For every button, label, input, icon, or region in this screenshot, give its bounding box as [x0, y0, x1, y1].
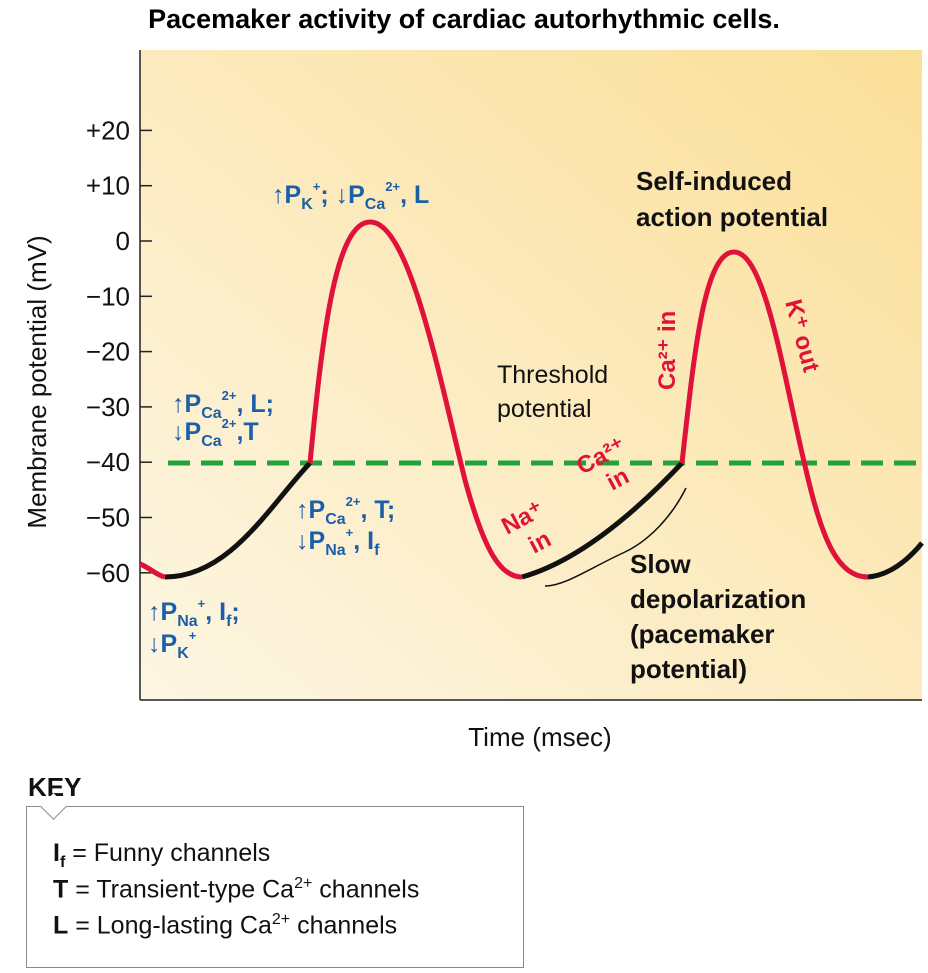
y-tick-label: −50: [86, 503, 130, 533]
pacemaker-diagram: +20 +10 0 −10 −20 −30 −40 −50 −60 Membrane poten…: [22, 50, 924, 752]
action-potential-1: [307, 219, 523, 580]
permeability-fall-line2: ↓PNa+, If: [296, 525, 380, 559]
y-tick-label: −40: [86, 447, 130, 477]
y-tick-label: −10: [86, 281, 130, 311]
slow-depolarization-line3: (pacemaker: [630, 619, 775, 649]
y-tick-label: −20: [86, 337, 130, 367]
threshold-label-line1: Threshold: [497, 361, 608, 389]
ca-in-label: Ca²⁺ in: [654, 311, 681, 390]
permeability-fall-line1: ↑PCa2+, T;: [296, 494, 395, 528]
key-row-funny: If = Funny channels: [53, 839, 271, 871]
permeability-rise-line1: ↑PCa2+, L;: [172, 388, 274, 422]
key-row-long-lasting: L = Long-lasting Ca2+ channels: [53, 911, 398, 940]
y-tick-label: −30: [86, 392, 130, 422]
permeability-rise-line2: ↓PCa2+,T: [172, 416, 259, 450]
slow-depolarization-line1: Slow: [630, 549, 691, 579]
action-potential-2: [679, 249, 869, 580]
y-tick-label: +10: [86, 171, 130, 201]
permeability-trough-line1: ↑PNa+, If;: [148, 596, 240, 630]
x-axis-label: Time (msec): [468, 722, 611, 752]
self-induced-label-line2: action potential: [636, 202, 828, 232]
action-potential-start: [138, 561, 166, 580]
diagram-title: Pacemaker activity of cardiac autorhythm…: [148, 4, 780, 34]
slow-depolarization-line2: depolarization: [630, 584, 806, 614]
y-ticks: +20 +10 0 −10 −20 −30 −40 −50 −60: [86, 115, 152, 588]
plot-area: [140, 50, 922, 700]
threshold-label-line2: potential: [497, 395, 592, 423]
key-row-transient: T = Transient-type Ca2+ channels: [53, 875, 420, 904]
y-axis-label: Membrane potential (mV): [22, 235, 52, 528]
permeability-peak: ↑PK+; ↓PCa2+, L: [272, 179, 429, 213]
pacemaker-potential-1: [164, 461, 312, 580]
slow-depolarization-brace: [544, 487, 687, 587]
y-tick-label: +20: [86, 115, 130, 145]
self-induced-label-line1: Self-induced: [636, 166, 792, 196]
slow-depolarization-line4: potential): [630, 654, 747, 684]
pacemaker-potential-3: [867, 541, 924, 580]
permeability-trough-line2: ↓PK+: [148, 628, 197, 662]
y-tick-label: −60: [86, 558, 130, 588]
y-tick-label: 0: [116, 226, 130, 256]
pacemaker-potential-2: [521, 461, 684, 580]
key-box: If = Funny channels T = Transient-type C…: [26, 806, 524, 968]
